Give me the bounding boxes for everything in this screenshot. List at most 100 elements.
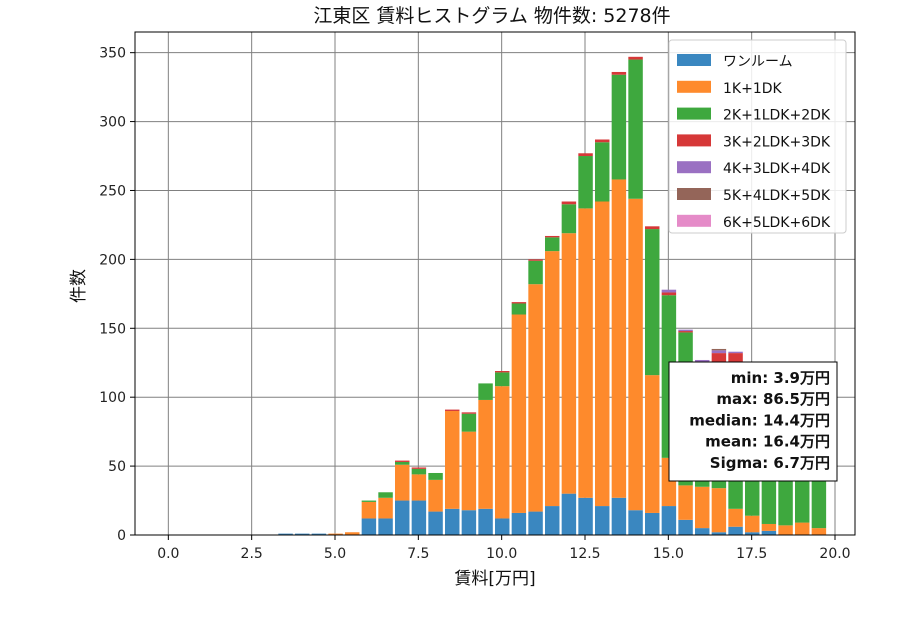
histogram-bar-segment [595, 506, 610, 535]
histogram-bar-segment [478, 508, 493, 535]
histogram-bar-segment [411, 468, 427, 475]
histogram-bar-segment [695, 486, 710, 529]
histogram-bar-segment [711, 532, 727, 535]
histogram-bar-segment [478, 399, 493, 509]
stats-box: min: 3.9万円 max: 86.5万円 median: 14.4万円 mean:… [668, 361, 838, 482]
histogram-bar-segment [295, 533, 310, 535]
x-tick-label: 10.0 [486, 546, 517, 562]
histogram-bar-segment [678, 485, 693, 520]
histogram-bar-segment [395, 500, 410, 535]
x-tick-label: 5.0 [324, 546, 346, 562]
histogram-bar-segment [378, 497, 393, 519]
histogram-bar-segment [511, 314, 527, 513]
histogram-bar-segment [628, 510, 643, 535]
histogram-bar-segment [311, 533, 327, 535]
histogram-bar-segment [345, 532, 360, 535]
stats-line: Sigma: 6.7万円 [710, 454, 830, 472]
legend-swatch [677, 134, 711, 147]
y-tick-label: 150 [99, 321, 126, 337]
legend-entry-label: 5K+4LDK+5DK [723, 188, 831, 204]
histogram-bar-segment [545, 506, 560, 535]
histogram-bar-segment [395, 461, 410, 465]
histogram-bar-segment [645, 375, 660, 513]
histogram-bar-segment [361, 501, 377, 519]
y-axis-ticks: 0 50 100 150 200 250 300 350 [99, 46, 135, 544]
legend-swatch [677, 188, 711, 200]
histogram-bar-segment [528, 284, 543, 512]
histogram-bar-segment [695, 528, 710, 535]
histogram-bar-segment [745, 515, 760, 533]
stats-box-frame [668, 361, 838, 482]
histogram-bar-segment [745, 532, 760, 535]
histogram-bar-segment [278, 533, 293, 535]
histogram-bar-segment [645, 229, 660, 376]
x-axis-ticks: 0.0 2.5 5.0 7.5 10.0 12.5 15.0 17.5 20.0 [157, 535, 851, 562]
histogram-bar-segment [461, 413, 477, 432]
histogram-bar-segment [595, 139, 610, 143]
legend-swatch [677, 107, 711, 120]
histogram-bar-segment [495, 518, 510, 535]
histogram-bar-segment [628, 56, 643, 60]
histogram-bar-segment [678, 329, 693, 332]
y-tick-label: 50 [108, 459, 126, 475]
legend-entry-label: 1K+1DK [723, 81, 783, 97]
stats-line: mean: 16.4万円 [705, 433, 830, 451]
x-tick-label: 15.0 [653, 546, 684, 562]
histogram-bar-segment [761, 523, 777, 531]
legend-entry-label: ワンルーム [723, 54, 793, 70]
histogram-bar-segment [545, 251, 560, 507]
histogram-bar-segment [461, 510, 477, 535]
legend-entry-label: 3K+2LDK+3DK [723, 134, 831, 150]
y-axis-label: 件数 [69, 269, 89, 303]
histogram-bar-segment [461, 431, 477, 511]
histogram-bar-segment [511, 303, 527, 315]
legend-swatch [677, 54, 711, 66]
histogram-bar-segment [378, 492, 393, 498]
legend: ワンルーム 1K+1DK 2K+1LDK+2DK 3K+2LDK+3DK 4K+3LDK… [668, 39, 847, 234]
y-tick-label: 350 [99, 46, 126, 62]
histogram-bar-segment [411, 474, 427, 501]
legend-entry-label: 6K+5LDK+6DK [723, 215, 831, 231]
histogram-bar-segment [611, 71, 627, 75]
histogram-bar-segment [428, 479, 443, 512]
histogram-bar-segment [495, 372, 510, 387]
histogram-bar-segment [528, 260, 543, 285]
histogram-bar-segment [395, 460, 410, 462]
chart-title: 江東区 賃料ヒストグラム 物件数: 5278件 [313, 5, 670, 27]
y-tick-label: 100 [99, 390, 126, 406]
x-tick-label: 2.5 [241, 546, 263, 562]
legend-swatch [677, 161, 711, 174]
stats-line: max: 86.5万円 [716, 390, 830, 408]
histogram-bar-segment [761, 530, 777, 535]
histogram-bar-segment [595, 201, 610, 507]
histogram-bar-segment [645, 226, 660, 230]
histogram-bar-segment [611, 497, 627, 535]
histogram-bar-segment [645, 512, 660, 535]
histogram-bar-segment [628, 198, 643, 511]
histogram-bar-segment [411, 500, 427, 535]
histogram-bar-segment [561, 204, 577, 234]
histogram-bar-segment [528, 259, 543, 261]
x-tick-label: 12.5 [569, 546, 600, 562]
stats-line: median: 14.4万円 [689, 411, 830, 429]
histogram-bar-segment [445, 409, 460, 411]
histogram-bar-segment [661, 506, 677, 535]
histogram-bar-segment [778, 525, 793, 535]
histogram-bar-segment [578, 153, 593, 157]
histogram-bar-segment [728, 526, 743, 535]
histogram-bar-segment [611, 74, 627, 180]
histogram-bar-segment [561, 493, 577, 535]
y-tick-label: 200 [99, 252, 126, 268]
histogram-bar-segment [728, 508, 743, 527]
histogram-bar-segment [711, 350, 727, 354]
histogram-bar-segment [678, 331, 693, 333]
histogram-bar-segment [695, 359, 710, 363]
histogram-bar-segment [711, 488, 727, 533]
histogram-bar-segment [461, 412, 477, 414]
y-tick-label: 250 [99, 183, 126, 199]
stats-line: min: 3.9万円 [731, 369, 830, 387]
x-axis-label: 賃料[万円] [454, 569, 535, 589]
y-tick-label: 300 [99, 115, 126, 131]
histogram-bar-segment [361, 500, 377, 502]
legend-swatch [677, 80, 711, 93]
